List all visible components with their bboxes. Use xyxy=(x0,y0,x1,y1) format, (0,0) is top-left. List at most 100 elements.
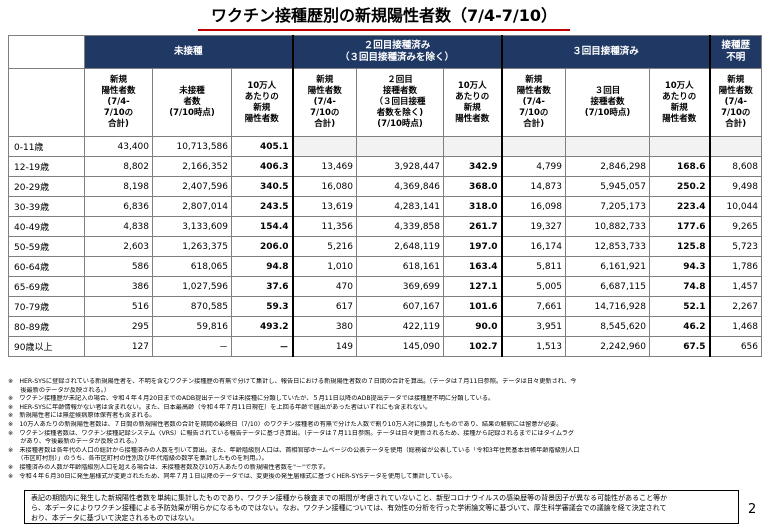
unvax-new-cell: 8,198 xyxy=(84,176,153,197)
sub-header-unvax-new: 新規 陽性者数 (7/4- 7/10の 合計) xyxy=(84,68,153,137)
sub-header-line: 者数を除く) xyxy=(376,108,424,118)
group-two-dose-line2: （３回目接種済みを除く） xyxy=(339,52,454,63)
sub-header-line: あたりの xyxy=(244,91,279,102)
sub-header-line: 陽性者数 xyxy=(662,113,697,124)
sub-header-line: あたりの xyxy=(455,91,490,102)
unvax-rate-cell: 493.2 xyxy=(231,316,293,337)
unvax-count-cell: 2,407,596 xyxy=(152,176,232,197)
unvax-new-cell: 586 xyxy=(84,256,153,277)
unknown-new-cell: 10,044 xyxy=(708,196,762,217)
sub-header-line: (7/10時点) xyxy=(377,119,423,129)
three-count-cell xyxy=(565,136,650,157)
group-unknown-line1: 接種歴 xyxy=(721,40,750,51)
sub-header-line: 10万人 xyxy=(457,80,487,91)
unvax-count-cell: 3,133,609 xyxy=(152,216,232,237)
unvax-new-cell: 43,400 xyxy=(84,136,153,157)
age-cell: 70-79歳 xyxy=(8,296,85,317)
two-new-cell: 617 xyxy=(291,296,357,317)
three-rate-cell: 94.3 xyxy=(649,256,710,277)
unvax-rate-cell: 243.5 xyxy=(231,196,293,217)
sub-header-line: 未接種 xyxy=(179,86,205,96)
table-row: 30-39歳 6,836 2,807,014 243.5 13,619 4,283,141… xyxy=(8,196,762,217)
sub-header-line: 陽性者数 xyxy=(244,113,279,124)
table-row: 50-59歳 2,603 1,263,375 206.0 5,216 2,648,119 1… xyxy=(8,236,762,257)
unvax-rate-cell: 206.0 xyxy=(231,236,293,257)
footnote-line: （市区町村別）」のうち、各市区町村の性別及び年代階級の数字を集計したものを利用。… xyxy=(8,455,268,463)
sub-header-unvax-rate: 10万人 あたりの 新規 陽性者数 xyxy=(231,68,293,137)
two-rate-cell xyxy=(443,136,502,157)
two-new-cell: 13,469 xyxy=(291,156,357,177)
two-count-cell: 145,090 xyxy=(356,336,444,357)
two-rate-cell: 368.0 xyxy=(443,176,502,197)
unvax-new-cell: 4,838 xyxy=(84,216,153,237)
three-count-cell: 6,161,921 xyxy=(565,256,650,277)
sub-header-three-new: 新規 陽性者数 (7/4- 7/10の 合計) xyxy=(500,68,566,137)
unvax-rate-cell: 37.6 xyxy=(231,276,293,297)
sub-header-line: 陽性者数 xyxy=(307,86,342,96)
two-new-cell: 380 xyxy=(291,316,357,337)
two-new-cell: 1,010 xyxy=(291,256,357,277)
footnote-line: ※ 令和４年６月30日に発生届様式が変更されたため、同年７月１日以降のデータでは… xyxy=(8,472,456,480)
footnote-line: ※ 未接種者数は各年代の人口の総計から接種済みの人数を引いて算出。また、年齢階級… xyxy=(8,446,580,454)
three-count-cell: 8,545,620 xyxy=(565,316,650,337)
sub-header-two-rate: 10万人 あたりの 新規 陽性者数 xyxy=(443,68,502,137)
unknown-new-cell: 2,267 xyxy=(708,296,762,317)
two-count-cell: 369,699 xyxy=(356,276,444,297)
age-cell: 12-19歳 xyxy=(8,156,85,177)
unknown-new-cell: 9,265 xyxy=(708,216,762,237)
two-count-cell: 4,283,141 xyxy=(356,196,444,217)
three-count-cell: 5,945,057 xyxy=(565,176,650,197)
three-rate-cell: 250.2 xyxy=(649,176,710,197)
two-count-cell: 4,339,858 xyxy=(356,216,444,237)
unvax-count-cell: 2,807,014 xyxy=(152,196,232,217)
unvax-new-cell: 386 xyxy=(84,276,153,297)
unknown-new-cell: 5,723 xyxy=(708,236,762,257)
three-new-cell: 16,174 xyxy=(500,236,566,257)
unvax-count-cell: 59,816 xyxy=(152,316,232,337)
unvax-rate-cell: 405.1 xyxy=(231,136,293,157)
disclaimer-line: 表記の期間内に発生した新規陽性者数を単純に集計したものであり、ワクチン接種から検… xyxy=(31,494,668,502)
three-rate-cell: 67.5 xyxy=(649,336,710,357)
unvax-new-cell: 127 xyxy=(84,336,153,357)
unvax-count-cell: － xyxy=(152,336,232,357)
table-row: 90歳以上 127 －－ 149 145,090 102.7 1,513 2,242,960 6… xyxy=(8,336,762,357)
two-new-cell: 5,216 xyxy=(291,236,357,257)
sub-header-line: (7/10時点) xyxy=(169,108,215,118)
two-rate-cell: 342.9 xyxy=(443,156,502,177)
disclaimer-box: 表記の期間内に発生した新規陽性者数を単純に集計したものであり、ワクチン接種から検… xyxy=(24,490,739,524)
sub-header-line: (7/10時点) xyxy=(584,108,631,118)
sub-header-line: 接種者数 xyxy=(590,97,625,107)
sub-header-line: 10万人 xyxy=(247,80,277,91)
unvax-count-cell: 870,585 xyxy=(152,296,232,317)
sub-header-line: 7/10の xyxy=(103,108,134,118)
sub-header-line: 合計) xyxy=(314,119,336,129)
three-rate-cell: 52.1 xyxy=(649,296,710,317)
age-cell: 60-64歳 xyxy=(8,256,85,277)
three-new-cell: 7,661 xyxy=(500,296,566,317)
sub-header-unknown-new: 新規 陽性者数 (7/4- 7/10の 合計) xyxy=(708,68,762,137)
two-new-cell: 16,080 xyxy=(291,176,357,197)
three-rate-cell: 177.6 xyxy=(649,216,710,237)
group-two-dose-line1: ２回目接種済み xyxy=(363,40,431,51)
table-body: 0-11歳 43,400 10,713,586 405.1 12-19歳 8,802 2,1… xyxy=(8,136,762,357)
unvax-rate-cell: 94.8 xyxy=(231,256,293,277)
three-new-cell: 16,098 xyxy=(500,196,566,217)
group-unknown: 接種歴 不明 xyxy=(708,35,762,69)
disclaimer-line: おり、本データに基づいて決定されるものではない。 xyxy=(31,514,199,522)
three-rate-cell: 125.8 xyxy=(649,236,710,257)
unknown-new-cell: 1,786 xyxy=(708,256,762,277)
table-row: 0-11歳 43,400 10,713,586 405.1 xyxy=(8,136,762,157)
sub-header-line: 陽性者数 xyxy=(101,86,136,96)
two-rate-cell: 90.0 xyxy=(443,316,502,337)
sub-header-line: 陽性者数 xyxy=(718,86,753,96)
sub-header-three-count: ３回目 接種者数 (7/10時点) xyxy=(565,68,650,137)
age-cell: 20-29歳 xyxy=(8,176,85,197)
sub-header-row: 新規 陽性者数 (7/4- 7/10の 合計) 未接種 者数 (7/10時点) 10万人 あた… xyxy=(8,68,762,137)
footnote-line: ※ ワクチン接種者数は、ワクチン接種記録システム（VRS）に報告されている報告デ… xyxy=(8,429,575,437)
three-rate-cell: 223.4 xyxy=(649,196,710,217)
two-rate-cell: 261.7 xyxy=(443,216,502,237)
page-number: 2 xyxy=(748,502,757,517)
title-underline xyxy=(198,29,570,31)
age-cell: 80-89歳 xyxy=(8,316,85,337)
sub-header-line: 陽性者数 xyxy=(516,86,551,96)
